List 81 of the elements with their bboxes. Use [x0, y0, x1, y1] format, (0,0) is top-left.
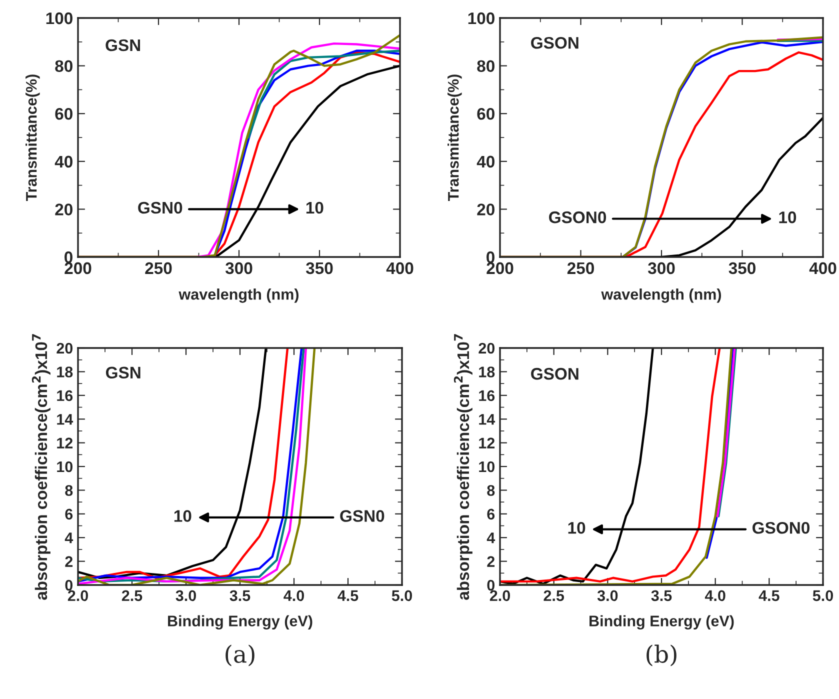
x-tick-label: 250 — [567, 262, 594, 274]
x-tick-label: 4.5 — [758, 590, 780, 602]
y-tick-label: 100 — [468, 12, 494, 24]
y-tick-label: 80 — [477, 60, 494, 72]
y-tick-label: 4 — [486, 532, 496, 544]
x-tick-label: 4.5 — [338, 590, 358, 602]
x-tick-label: 400 — [386, 262, 414, 274]
x-tick-label: 350 — [306, 262, 333, 274]
annotation: GSN — [106, 39, 140, 52]
annotation: 10 — [779, 211, 796, 224]
y-axis-title: Transmittance(%) — [26, 74, 40, 201]
y-tick-label: 12 — [479, 438, 495, 448]
x-tick-label: 250 — [145, 262, 172, 274]
y-axis-title: Transmittance(%) — [448, 74, 462, 201]
x-tick-label: 4.0 — [284, 590, 304, 602]
x-tick-label: 5.0 — [392, 590, 412, 602]
x-tick-label: 350 — [728, 262, 756, 274]
y-tick-label: 8 — [65, 485, 73, 496]
text: (a) — [226, 644, 254, 666]
annotation: GSON — [531, 368, 578, 380]
y-tick-label: 2 — [65, 556, 73, 567]
x-tick-label: 2.5 — [544, 590, 564, 602]
y-tick-label: 80 — [55, 60, 72, 72]
x-tick-label: 400 — [809, 262, 836, 274]
y-tick-label: 60 — [477, 108, 494, 120]
x-tick-label: 3.5 — [230, 590, 250, 602]
y-tick-label: 10 — [57, 461, 73, 472]
y-tick-label: 0 — [486, 251, 494, 264]
x-tick-label: 3.0 — [597, 590, 618, 602]
y-tick-label: 0 — [65, 580, 73, 591]
x-tick-label: 2.5 — [122, 590, 142, 602]
y-tick-label: 10 — [479, 461, 495, 472]
y-tick-label: 4 — [64, 532, 74, 544]
text: (b) — [646, 644, 676, 666]
y-tick-label: 20 — [56, 342, 73, 354]
y-tick-label: 16 — [57, 390, 73, 402]
x-tick-label: 300 — [225, 262, 252, 274]
annotation: 10 — [306, 202, 324, 214]
y-tick-label: 20 — [55, 204, 72, 216]
y-tick-label: 100 — [46, 12, 72, 24]
y-tick-label: 60 — [55, 108, 72, 120]
annotation: GSON — [531, 36, 578, 49]
x-axis-title: Binding Energy (eV) — [590, 615, 734, 630]
annotation: GSN0 — [138, 202, 182, 214]
y-tick-label: 18 — [57, 366, 73, 378]
y-axis-title: absorption coefficience(cm$^{2}$)x10$^{7}$ — [32, 334, 50, 600]
line-series — [248, 50, 400, 139]
x-tick-label: 2.0 — [490, 590, 510, 602]
x-tick-label: 3.5 — [651, 590, 672, 602]
y-tick-label: 8 — [487, 485, 495, 496]
y-tick-label: 12 — [57, 438, 73, 448]
x-tick-label: 5.0 — [812, 590, 833, 602]
x-axis-title: Binding Energy (eV) — [168, 615, 312, 630]
y-tick-label: 14 — [57, 414, 74, 425]
y-axis-title: absorption coefficience(cm$^{2}$)x10$^{7}$ — [454, 334, 472, 600]
x-tick-label: 3.0 — [176, 590, 196, 602]
x-tick-label: 200 — [486, 262, 514, 274]
y-tick-label: 2 — [487, 556, 495, 567]
annotation: GSON0 — [549, 211, 606, 224]
y-tick-label: 20 — [477, 204, 494, 216]
y-tick-label: 20 — [478, 342, 495, 354]
y-tick-label: 40 — [54, 156, 72, 168]
y-tick-label: 6 — [65, 508, 73, 520]
x-tick-label: 4.0 — [704, 590, 726, 602]
annotation: 10 — [568, 522, 586, 534]
x-axis-title: wavelength (nm) — [178, 288, 299, 303]
x-tick-label: 200 — [64, 262, 92, 274]
y-tick-label: 16 — [479, 390, 495, 402]
y-tick-label: 0 — [487, 580, 495, 591]
y-tick-label: 18 — [479, 366, 495, 378]
y-tick-label: 14 — [479, 414, 496, 425]
annotation: 10 — [174, 510, 192, 522]
x-axis-title: wavelength (nm) — [601, 288, 722, 303]
y-tick-label: 40 — [476, 156, 494, 168]
x-tick-label: 2.0 — [68, 590, 88, 602]
x-tick-label: 300 — [648, 262, 675, 274]
annotation: GSON0 — [752, 522, 810, 534]
y-tick-label: 6 — [487, 508, 495, 520]
y-tick-label: 0 — [64, 251, 72, 264]
annotation: GSN — [106, 366, 140, 379]
annotation: GSN0 — [340, 510, 384, 522]
